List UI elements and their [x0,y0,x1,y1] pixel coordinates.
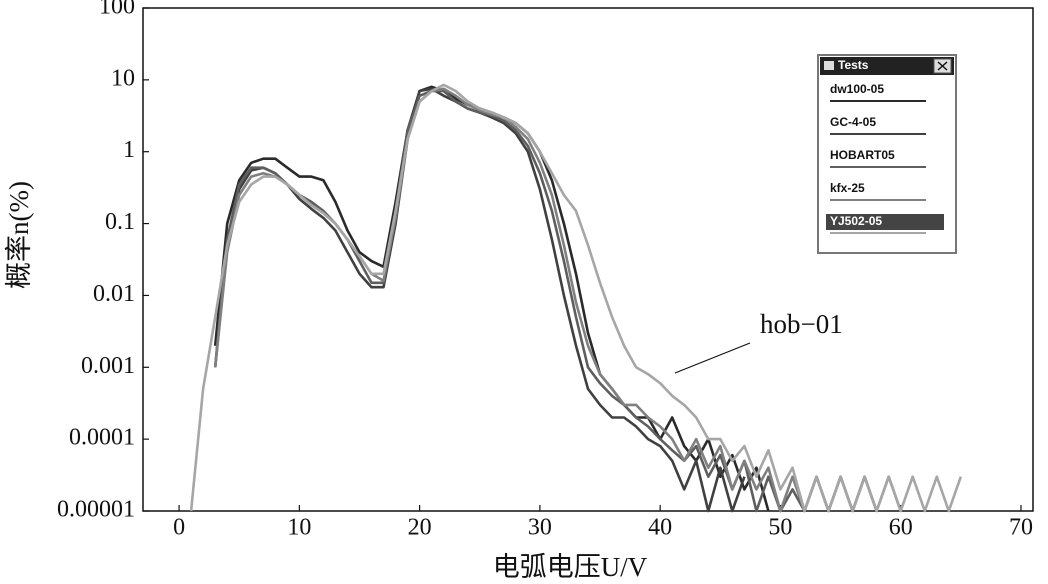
series-line [213,85,770,512]
y-tick-label: 0.00001 [57,497,135,523]
x-tick-label: 50 [768,515,792,541]
plot-frame [142,7,1034,512]
legend-highlight [826,214,944,230]
y-tick-label: 0.1 [105,209,135,235]
annotation: hob−01 [760,309,843,339]
y-tick-label: 0.0001 [69,425,135,451]
legend-label: HOBART05 [830,148,895,162]
x-tick-label: 70 [1009,515,1033,541]
x-tick-label: 20 [408,515,432,541]
x-tick-label: 60 [889,515,913,541]
legend-title: Tests [838,58,869,72]
y-tick-label: 100 [99,0,135,20]
legend-titlebar [820,57,954,75]
series-line [213,87,902,513]
legend-label: GC-4-05 [830,115,876,129]
y-axis-label: 概率n(%) [4,181,34,289]
series-line [213,89,878,513]
legend-label: YJ502-05 [830,214,882,228]
y-tick-label: 1 [123,137,135,163]
series-line [213,87,746,513]
legend: Tests dw100-05 GC-4-05 HOBART05 kfx-25 YJ502-… [817,54,957,254]
y-tick-label: 0.001 [81,353,135,379]
annotation-line [674,342,751,374]
y-tick-label: 0.01 [93,281,135,307]
legend-label: kfx-25 [830,181,865,195]
legend-icon [824,61,834,70]
legend-label: dw100-05 [830,82,884,96]
x-axis-label: 电弧电压U/V [493,552,648,582]
series-line [189,83,963,513]
legend-close-x [937,61,948,71]
x-tick-label: 10 [287,515,311,541]
x-tick-label: 40 [648,515,672,541]
x-tick-label: 30 [528,515,552,541]
y-tick-label: 10 [111,65,135,91]
x-tick-label: 0 [173,515,185,541]
